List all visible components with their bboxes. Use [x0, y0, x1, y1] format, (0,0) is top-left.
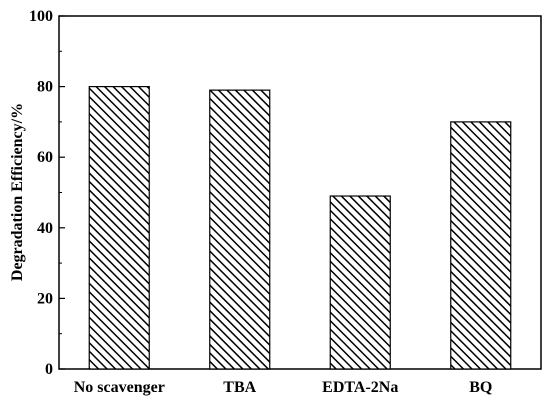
bar-edta-2na — [329, 195, 391, 370]
y-tick-label: 40 — [37, 220, 53, 237]
bar-tba — [209, 89, 271, 370]
bars-group — [88, 85, 512, 370]
y-tick-label: 0 — [45, 361, 53, 378]
y-tick-label: 60 — [37, 149, 53, 166]
y-axis-ticks: 0 20 40 60 80 100 — [29, 8, 65, 378]
bar-bq — [450, 121, 512, 370]
y-tick-label: 80 — [37, 79, 53, 96]
y-tick-label: 20 — [37, 290, 53, 307]
x-tick-label: TBA — [223, 379, 256, 396]
bar-no-scavenger — [88, 85, 150, 370]
x-tick-label: EDTA-2Na — [322, 379, 398, 396]
y-axis-title: Degradation Efficiency/% — [9, 103, 26, 281]
x-axis-ticks: No scavenger TBA EDTA-2Na BQ — [74, 379, 493, 396]
x-tick-label: No scavenger — [74, 379, 165, 396]
x-tick-label: BQ — [469, 379, 492, 396]
y-tick-label: 100 — [29, 8, 53, 25]
